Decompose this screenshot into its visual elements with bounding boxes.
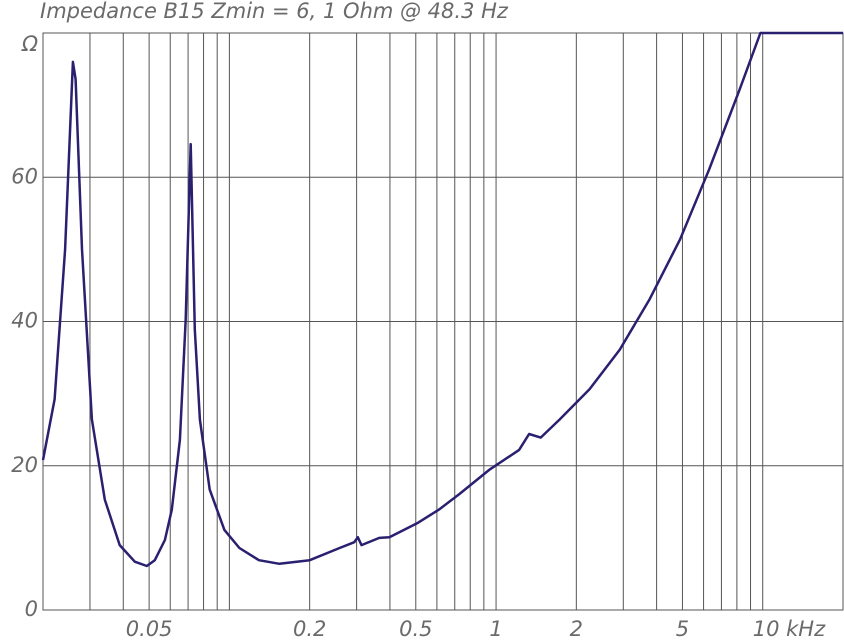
x-tick-label: 0.5 (399, 617, 432, 640)
plot-frame (42, 32, 844, 611)
chart-title: Impedance B15 Zmin = 6, 1 Ohm @ 48.3 Hz (40, 0, 509, 23)
y-tick-label: 60 (11, 164, 38, 188)
impedance-line (41, 31, 843, 568)
y-tick-label: 0 (25, 597, 38, 621)
y-tick-label: 20 (11, 453, 38, 477)
x-tick-label: 2 (570, 617, 583, 640)
x-tick-label: 1 (489, 617, 502, 640)
x-tick-label: 0.2 (293, 617, 326, 640)
x-tick-label: 5 (676, 617, 689, 640)
x-tick-label: 10 kHz (753, 617, 826, 640)
y-tick-label: 40 (11, 309, 38, 333)
y-tick-label: Ω (21, 32, 38, 56)
x-tick-label: 0.05 (126, 617, 173, 640)
